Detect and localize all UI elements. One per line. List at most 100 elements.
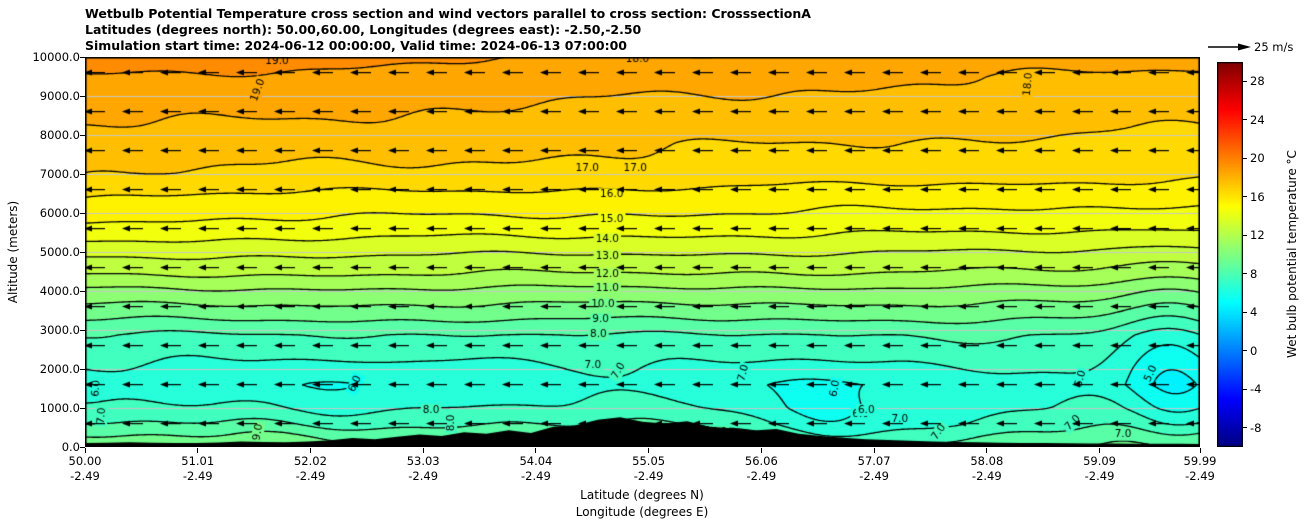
y-tick-label: 0.0 (61, 440, 80, 454)
title-line-3: Simulation start time: 2024-06-12 00:00:… (85, 38, 627, 53)
y-tick-mark (80, 95, 85, 97)
title-line-1: Wetbulb Potential Temperature cross sect… (85, 6, 811, 21)
x-tick-label: 57.07 -2.49 (839, 454, 909, 484)
y-tick-mark (80, 173, 85, 175)
x-tick-longitude: -2.49 (1185, 469, 1215, 483)
colorbar-tick-label: 24 (1250, 112, 1265, 127)
x-tick-latitude: 57.07 (857, 454, 891, 468)
x-tick-latitude: 56.06 (744, 454, 778, 468)
x-tick-latitude: 59.09 (1083, 454, 1117, 468)
x-tick-mark (309, 448, 311, 453)
x-tick-longitude: -2.49 (70, 469, 100, 483)
y-tick-mark (80, 212, 85, 214)
colorbar-tick-label: -4 (1250, 382, 1262, 397)
x-tick-label: 56.06 -2.49 (726, 454, 796, 484)
x-tick-longitude: -2.49 (746, 469, 777, 483)
colorbar-tick-label: 12 (1250, 228, 1265, 243)
y-tick-mark (80, 407, 85, 409)
x-tick-longitude: -2.49 (521, 469, 551, 483)
colorbar-tick-label: 16 (1250, 189, 1265, 204)
x-tick-latitude: 52.02 (293, 454, 327, 468)
x-tick-label: 52.02 -2.49 (275, 454, 345, 484)
x-tick-longitude: -2.49 (1084, 469, 1115, 483)
x-tick-label: 59.99 -2.49 (1165, 454, 1235, 484)
x-tick-mark (535, 448, 537, 453)
x-axis-label-latitude: Latitude (degrees N) (580, 488, 704, 502)
y-tick-label: 3000.0 (39, 323, 80, 337)
quiver-key-arrow (1208, 43, 1251, 51)
x-tick-mark (1099, 448, 1101, 453)
y-tick-label: 6000.0 (39, 206, 80, 220)
y-tick-mark (80, 446, 85, 448)
x-tick-mark (1199, 448, 1201, 453)
colorbar-tick-label: 0 (1250, 343, 1258, 358)
x-tick-latitude: 54.04 (519, 454, 553, 468)
x-tick-mark (197, 448, 199, 453)
x-tick-label: 55.05 -2.49 (614, 454, 684, 484)
x-tick-mark (760, 448, 762, 453)
x-tick-label: 59.09 -2.49 (1065, 454, 1135, 484)
x-tick-longitude: -2.49 (295, 469, 326, 483)
colorbar-tick-mark (1243, 80, 1247, 82)
colorbar-canvas (1217, 62, 1243, 447)
y-tick-mark (80, 290, 85, 292)
x-tick-latitude: 51.01 (181, 454, 215, 468)
y-tick-label: 9000.0 (39, 89, 80, 103)
y-tick-label: 1000.0 (39, 401, 80, 415)
x-tick-latitude: 55.05 (632, 454, 666, 468)
x-tick-mark (986, 448, 988, 453)
x-tick-latitude: 50.00 (68, 454, 102, 468)
x-tick-mark (422, 448, 424, 453)
colorbar-tick-mark (1243, 196, 1247, 198)
quiver-key-arrow-head (1238, 43, 1251, 51)
x-tick-longitude: -2.49 (182, 469, 213, 483)
title-line-2: Latitudes (degrees north): 50.00,60.00, … (85, 22, 642, 37)
x-tick-label: 54.04 -2.49 (501, 454, 571, 484)
colorbar-tick-mark (1243, 311, 1247, 313)
x-tick-mark (84, 448, 86, 453)
y-tick-label: 2000.0 (39, 362, 80, 376)
cross-section-plot-canvas (85, 57, 1200, 447)
y-tick-label: 10000.0 (32, 50, 80, 64)
x-tick-latitude: 53.03 (406, 454, 440, 468)
colorbar-tick-mark (1243, 427, 1247, 429)
x-tick-label: 53.03 -2.49 (388, 454, 458, 484)
colorbar-tick-mark (1243, 273, 1247, 275)
y-tick-mark (80, 134, 85, 136)
x-tick-mark (648, 448, 650, 453)
quiver-key-label: 25 m/s (1254, 40, 1294, 54)
colorbar-tick-mark (1243, 350, 1247, 352)
y-tick-label: 8000.0 (39, 128, 80, 142)
colorbar-tick-label: 8 (1250, 266, 1258, 281)
x-tick-label: 50.00 -2.49 (50, 454, 120, 484)
y-tick-mark (80, 329, 85, 331)
x-axis-labels: Latitude (degrees N) Longitude (degrees … (492, 487, 792, 521)
x-tick-longitude: -2.49 (633, 469, 664, 483)
y-tick-label: 4000.0 (39, 284, 80, 298)
x-axis-label-longitude: Longitude (degrees E) (575, 505, 709, 519)
x-tick-mark (873, 448, 875, 453)
y-tick-label: 7000.0 (39, 167, 80, 181)
y-tick-mark (80, 368, 85, 370)
x-tick-label: 51.01 -2.49 (163, 454, 233, 484)
colorbar-tick-label: 20 (1250, 151, 1265, 166)
chart-title: Wetbulb Potential Temperature cross sect… (85, 6, 811, 54)
y-tick-mark (80, 251, 85, 253)
x-tick-longitude: -2.49 (859, 469, 889, 483)
x-tick-latitude: 59.99 (1183, 454, 1217, 468)
x-tick-longitude: -2.49 (971, 469, 1002, 483)
x-tick-latitude: 58.08 (970, 454, 1004, 468)
y-tick-mark (80, 56, 85, 58)
colorbar-tick-mark (1243, 234, 1247, 236)
colorbar-tick-label: 28 (1250, 74, 1265, 89)
colorbar-tick-mark (1243, 388, 1247, 390)
colorbar-tick-mark (1243, 157, 1247, 159)
colorbar-label: Wet bulb potential temperature °C (1285, 150, 1299, 358)
colorbar-tick-mark (1243, 119, 1247, 121)
x-tick-label: 58.08 -2.49 (952, 454, 1022, 484)
x-tick-longitude: -2.49 (408, 469, 439, 483)
colorbar-tick-label: -8 (1250, 420, 1262, 435)
colorbar-tick-label: 4 (1250, 305, 1258, 320)
y-tick-label: 5000.0 (39, 245, 80, 259)
